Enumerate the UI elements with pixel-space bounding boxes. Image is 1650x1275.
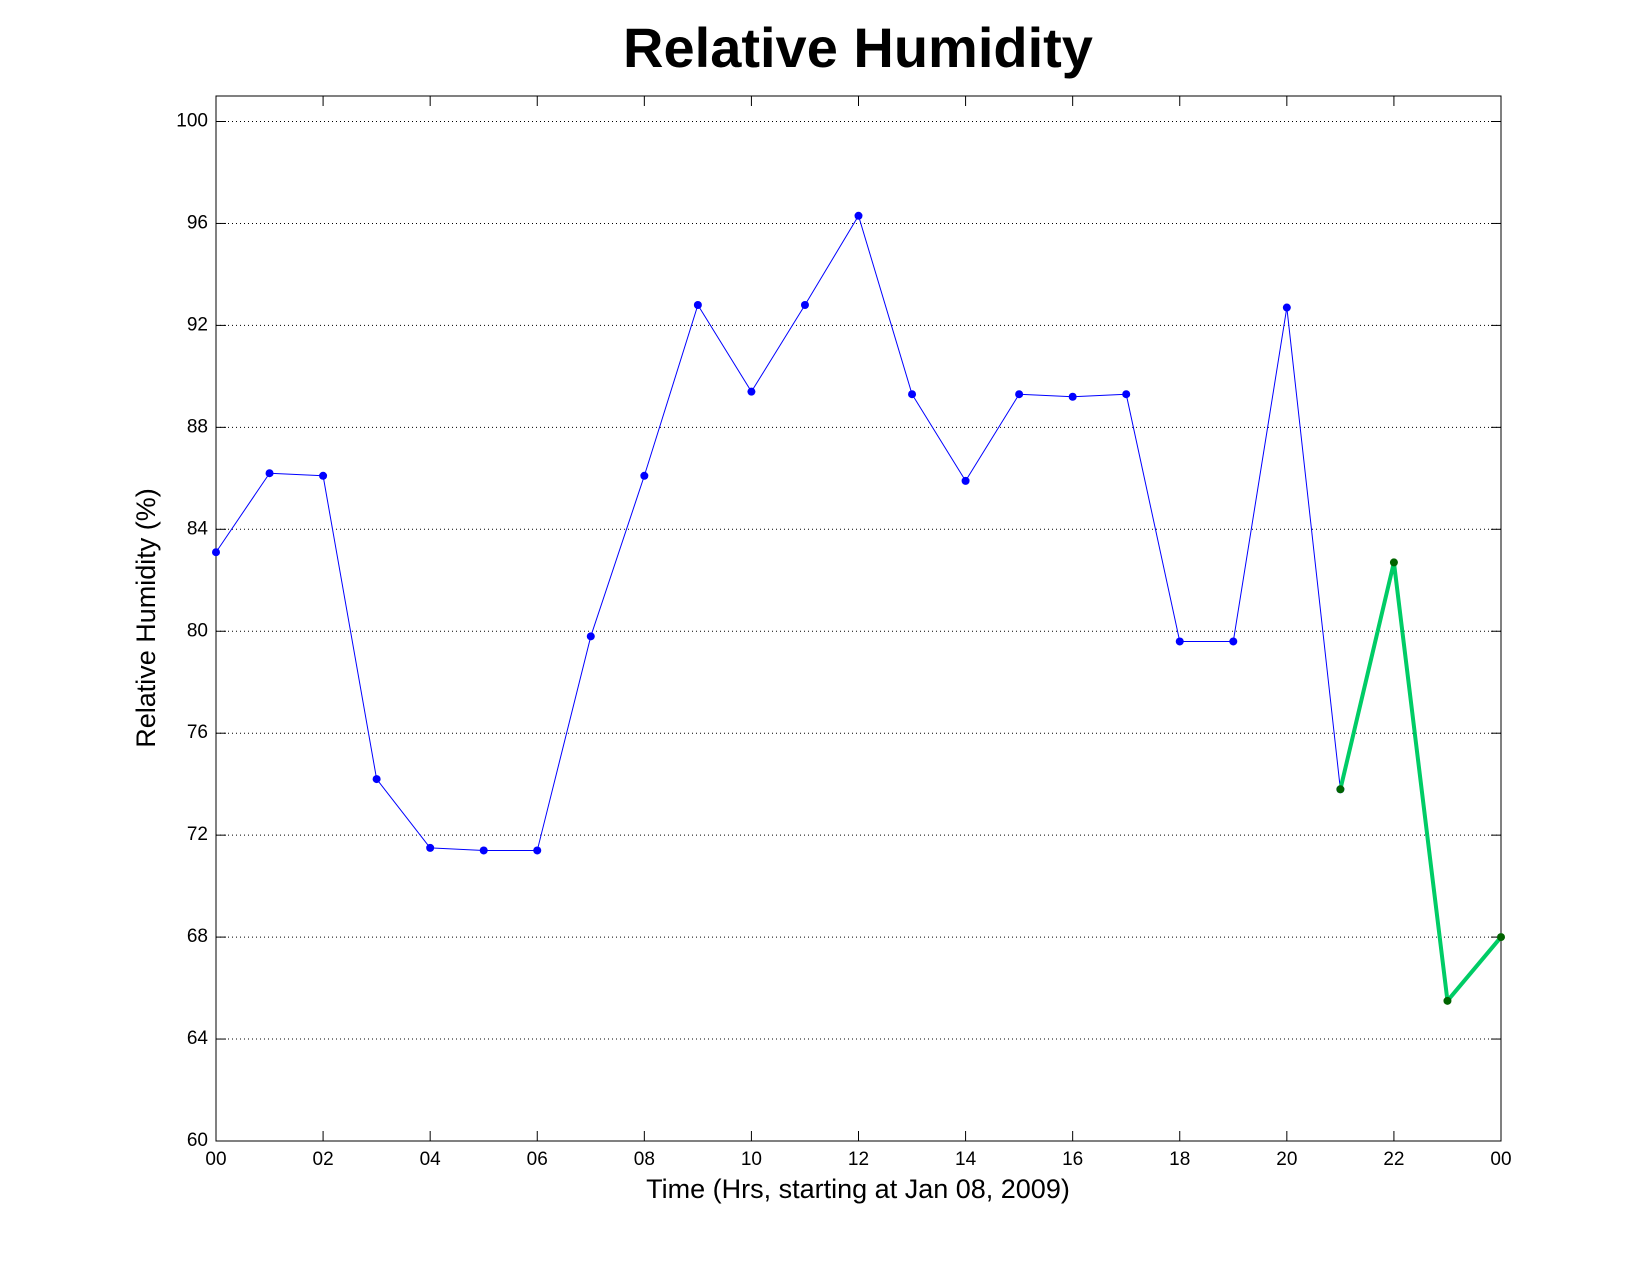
data-point bbox=[212, 548, 220, 557]
data-point bbox=[693, 301, 702, 309]
axes-box bbox=[215, 95, 1502, 1142]
x-axis-label: Time (Hrs, starting at Jan 08, 2009) bbox=[646, 1174, 1070, 1204]
data-point bbox=[1336, 785, 1345, 794]
x-tick-label: 00 bbox=[1490, 1149, 1511, 1170]
data-point bbox=[1122, 390, 1131, 399]
x-tick-label: 06 bbox=[527, 1149, 548, 1170]
y-axis-label: Relative Humidity (%) bbox=[131, 488, 161, 748]
y-tick-label: 68 bbox=[187, 926, 208, 947]
data-point bbox=[1068, 392, 1077, 401]
x-tick-label: 10 bbox=[741, 1149, 762, 1170]
data-point bbox=[319, 471, 328, 480]
series-line bbox=[215, 215, 1341, 851]
data-point bbox=[1497, 933, 1505, 942]
y-tick-label: 100 bbox=[176, 111, 208, 132]
data-point bbox=[1443, 996, 1452, 1005]
x-tick-label: 18 bbox=[1169, 1149, 1190, 1170]
data-point bbox=[372, 775, 381, 784]
x-tick-label: 02 bbox=[313, 1149, 334, 1170]
x-tick-label: 00 bbox=[205, 1149, 226, 1170]
chart-title: Relative Humidity bbox=[623, 16, 1093, 79]
data-point bbox=[747, 387, 756, 396]
data-point bbox=[1175, 637, 1184, 646]
x-tick-label: 22 bbox=[1383, 1149, 1404, 1170]
data-point bbox=[265, 469, 274, 478]
data-point bbox=[1015, 390, 1024, 399]
y-tick-label: 80 bbox=[187, 620, 208, 641]
data-point bbox=[854, 211, 863, 220]
data-point bbox=[640, 471, 649, 480]
x-tick-label: 14 bbox=[955, 1149, 977, 1170]
x-tick-label: 04 bbox=[420, 1149, 442, 1170]
data-point bbox=[533, 846, 542, 855]
x-tick-label: 08 bbox=[634, 1149, 655, 1170]
series-line bbox=[1338, 560, 1503, 1003]
y-tick-label: 64 bbox=[187, 1028, 209, 1049]
data-point bbox=[426, 843, 435, 852]
x-tick-label: 16 bbox=[1062, 1149, 1083, 1170]
y-tick-label: 60 bbox=[187, 1130, 208, 1151]
y-tick-label: 84 bbox=[187, 518, 209, 539]
x-tick-label: 12 bbox=[848, 1149, 869, 1170]
plot-area bbox=[216, 96, 1501, 1141]
data-point bbox=[479, 846, 488, 855]
y-tick-label: 76 bbox=[187, 722, 208, 743]
data-point bbox=[800, 301, 809, 309]
data-point bbox=[586, 632, 595, 641]
data-point bbox=[961, 476, 970, 485]
y-tick-label: 72 bbox=[187, 824, 208, 845]
x-tick-label: 20 bbox=[1276, 1149, 1297, 1170]
y-tick-label: 96 bbox=[187, 212, 208, 233]
data-point bbox=[1282, 303, 1291, 312]
data-point bbox=[1389, 558, 1398, 567]
y-tick-label: 88 bbox=[187, 416, 208, 437]
data-point bbox=[908, 390, 917, 399]
y-tick-label: 92 bbox=[187, 314, 208, 335]
data-point bbox=[1229, 637, 1238, 646]
